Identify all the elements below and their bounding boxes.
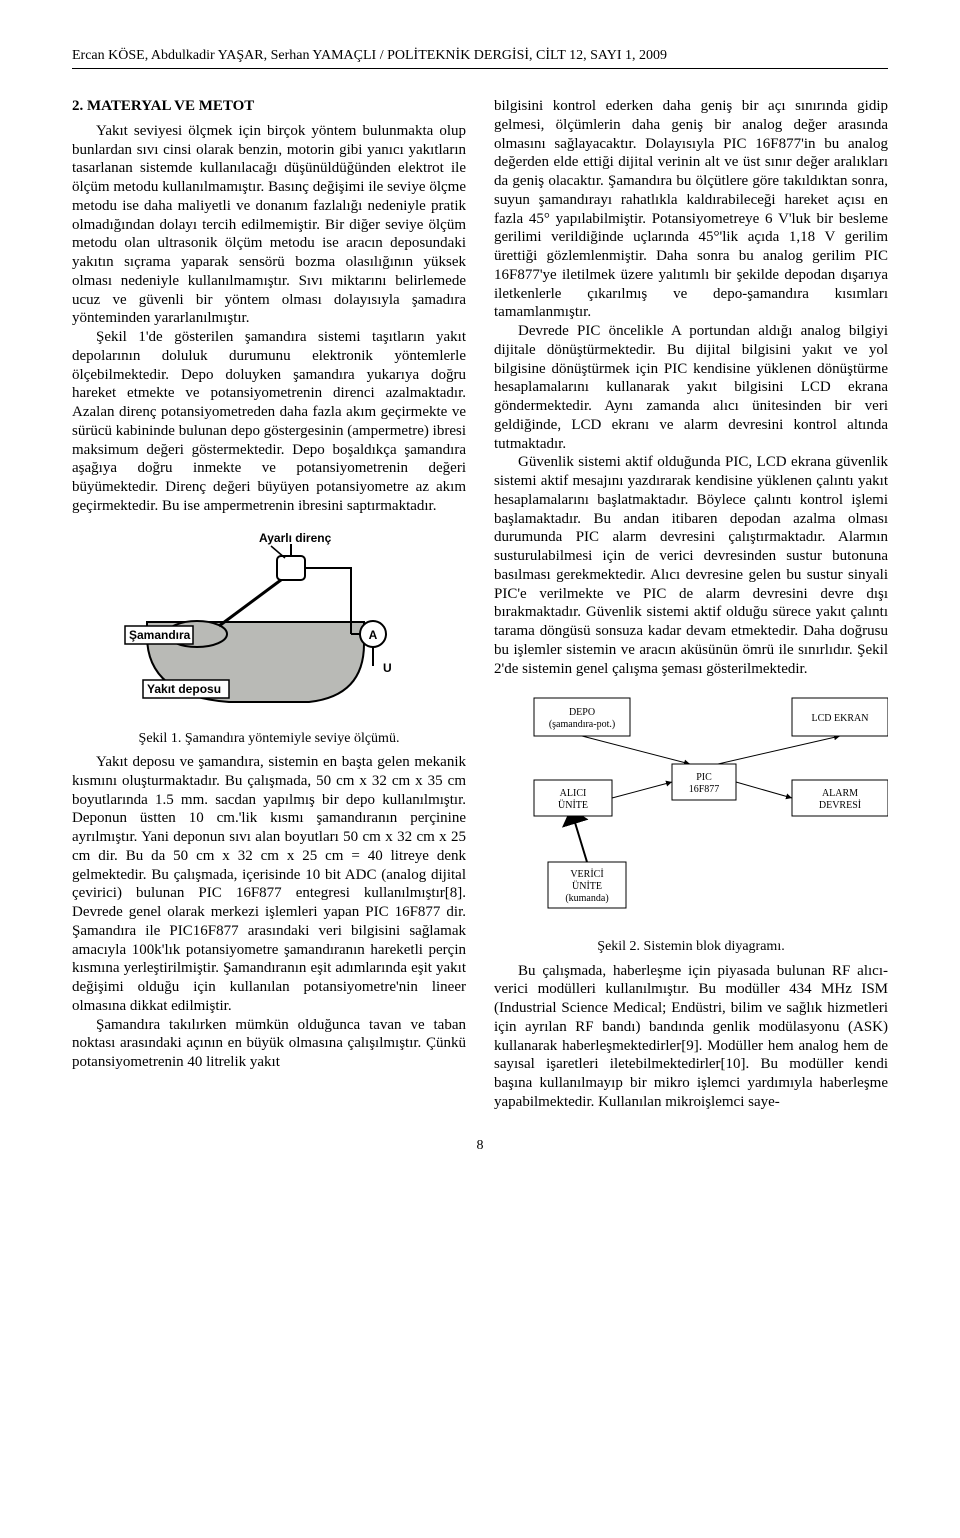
svg-text:ÜNİTE: ÜNİTE <box>558 799 588 811</box>
paragraph: Şamandıra takılırken mümkün olduğunca ta… <box>72 1016 466 1072</box>
paragraph: Yakıt seviyesi ölçmek için birçok yöntem… <box>72 122 466 328</box>
figure-1-diagram: A U Ayarlı direnç Şamandıra Yakıt deposu <box>119 526 419 726</box>
right-column: bilgisini kontrol ederken daha geniş bir… <box>494 97 888 1112</box>
svg-text:Ayarlı direnç: Ayarlı direnç <box>259 531 332 545</box>
svg-text:(kumanda): (kumanda) <box>565 893 608 904</box>
svg-text:(şamandıra-pot.): (şamandıra-pot.) <box>549 719 615 730</box>
header-rule <box>72 68 888 69</box>
svg-text:LCD EKRAN: LCD EKRAN <box>812 713 869 724</box>
svg-text:ALICI: ALICI <box>560 788 587 799</box>
paragraph: Yakıt deposu ve şamandıra, sistemin en b… <box>72 753 466 1016</box>
figure-2-block-diagram: DEPO(şamandıra-pot.)LCD EKRANALICIÜNİTEP… <box>494 688 888 934</box>
svg-text:VERİCİ: VERİCİ <box>570 868 603 880</box>
figure-2-caption: Şekil 2. Sistemin blok diyagramı. <box>494 938 888 956</box>
section-heading: 2. MATERYAL VE METOT <box>72 97 466 116</box>
page-number: 8 <box>72 1138 888 1154</box>
paragraph: Şekil 1'de gösterilen şamandıra sistemi … <box>72 328 466 516</box>
svg-text:16F877: 16F877 <box>689 784 720 795</box>
svg-text:U: U <box>383 661 392 675</box>
two-column-layout: 2. MATERYAL VE METOT Yakıt seviyesi ölçm… <box>72 97 888 1112</box>
svg-text:ALARM: ALARM <box>822 788 858 799</box>
paragraph: Bu çalışmada, haberleşme için piyasada b… <box>494 962 888 1112</box>
left-column: 2. MATERYAL VE METOT Yakıt seviyesi ölçm… <box>72 97 466 1112</box>
paragraph: Devrede PIC öncelikle A portundan aldığı… <box>494 322 888 453</box>
page: Ercan KÖSE, Abdulkadir YAŞAR, Serhan YAM… <box>0 0 960 1210</box>
svg-text:PIC: PIC <box>696 772 712 783</box>
running-head: Ercan KÖSE, Abdulkadir YAŞAR, Serhan YAM… <box>72 48 888 64</box>
svg-text:DEPO: DEPO <box>569 707 595 718</box>
svg-text:ÜNİTE: ÜNİTE <box>572 880 602 892</box>
paragraph: Güvenlik sistemi aktif olduğunda PIC, LC… <box>494 453 888 678</box>
svg-text:Yakıt deposu: Yakıt deposu <box>147 682 221 696</box>
svg-text:A: A <box>369 628 378 642</box>
svg-text:Şamandıra: Şamandıra <box>129 628 191 642</box>
figure-2-svg: DEPO(şamandıra-pot.)LCD EKRANALICIÜNİTEP… <box>494 688 888 928</box>
paragraph: bilgisini kontrol ederken daha geniş bir… <box>494 97 888 322</box>
figure-1-caption: Şekil 1. Şamandıra yöntemiyle seviye ölç… <box>72 730 466 748</box>
svg-text:DEVRESİ: DEVRESİ <box>819 799 861 811</box>
